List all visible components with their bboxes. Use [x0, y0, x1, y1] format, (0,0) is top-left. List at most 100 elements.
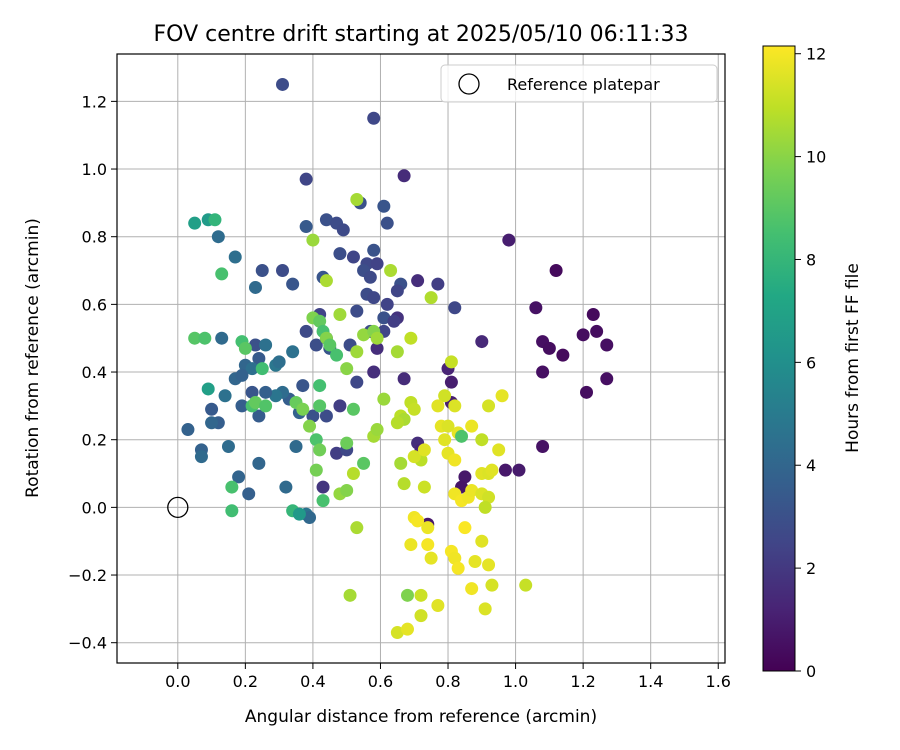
data-point: [590, 324, 604, 338]
x-tick-label: 0.2: [233, 672, 258, 691]
data-point: [444, 375, 458, 389]
data-point: [313, 399, 327, 413]
data-point: [225, 480, 239, 494]
data-point: [390, 284, 404, 298]
data-point: [542, 341, 556, 355]
data-point: [421, 521, 435, 535]
data-point: [340, 362, 354, 376]
data-point: [417, 480, 431, 494]
x-axis-label: Angular distance from reference (arcmin): [245, 707, 597, 727]
data-point: [248, 338, 262, 352]
data-point: [289, 439, 303, 453]
data-point: [205, 402, 219, 416]
data-point: [330, 446, 344, 460]
y-tick-label: 0.8: [82, 228, 107, 247]
data-point: [478, 500, 492, 514]
x-tick-label: 0.4: [300, 672, 325, 691]
y-axis-label: Rotation from reference (arcmin): [23, 218, 43, 498]
data-point: [417, 443, 431, 457]
data-point: [380, 216, 394, 230]
data-point: [235, 399, 249, 413]
data-point: [600, 338, 614, 352]
data-point: [492, 443, 506, 457]
data-point: [390, 345, 404, 359]
y-tick-label: 0.0: [82, 498, 107, 517]
data-point: [316, 480, 330, 494]
data-point: [397, 169, 411, 183]
chart-title: FOV centre drift starting at 2025/05/10 …: [154, 22, 689, 47]
data-point: [357, 456, 371, 470]
data-point: [252, 456, 266, 470]
data-point: [279, 480, 293, 494]
data-point: [228, 250, 242, 264]
data-point: [255, 362, 269, 376]
data-point: [448, 301, 462, 315]
data-point: [259, 338, 273, 352]
y-tick-label: 0.4: [82, 363, 107, 382]
colorbar-label: Hours from first FF file: [843, 263, 863, 453]
data-point: [205, 416, 219, 430]
data-point: [458, 470, 472, 484]
colorbar-tick-label: 8: [806, 250, 816, 269]
data-point: [475, 433, 489, 447]
x-tick-label: 0.0: [165, 672, 190, 691]
data-point: [208, 213, 222, 227]
data-point: [377, 392, 391, 406]
data-point: [313, 379, 327, 393]
data-point: [299, 324, 313, 338]
data-point: [330, 348, 344, 362]
data-point: [211, 230, 225, 244]
data-point: [276, 264, 290, 278]
data-point: [475, 335, 489, 349]
data-point: [580, 385, 594, 399]
data-point: [194, 450, 208, 464]
data-point: [482, 558, 496, 572]
colorbar-tick-label: 2: [806, 559, 816, 578]
data-point: [333, 308, 347, 322]
data-point: [441, 419, 455, 433]
colorbar-tick-label: 0: [806, 662, 816, 681]
data-point: [444, 355, 458, 369]
data-point: [296, 379, 310, 393]
data-point: [235, 368, 249, 382]
data-point: [333, 247, 347, 261]
data-point: [414, 588, 428, 602]
data-point: [370, 423, 384, 437]
data-point: [455, 429, 469, 443]
data-point: [313, 443, 327, 457]
data-point: [465, 419, 479, 433]
data-point: [482, 399, 496, 413]
data-point: [495, 389, 509, 403]
y-tick-label: 0.2: [82, 431, 107, 450]
data-point: [367, 243, 381, 257]
data-point: [306, 409, 320, 423]
grid-lines: [117, 54, 725, 663]
data-point: [458, 521, 472, 535]
data-point: [350, 375, 364, 389]
data-point: [346, 467, 360, 481]
data-point: [363, 270, 377, 284]
y-tick-label: −0.4: [68, 634, 107, 653]
x-tick-label: 1.0: [503, 672, 528, 691]
data-point: [536, 439, 550, 453]
data-point: [215, 267, 229, 281]
data-point: [319, 213, 333, 227]
data-point: [586, 308, 600, 322]
legend-box: [440, 64, 718, 103]
data-point: [370, 257, 384, 271]
data-point: [218, 389, 232, 403]
data-point: [299, 220, 313, 234]
data-point: [350, 521, 364, 535]
data-point: [245, 362, 259, 376]
data-point: [451, 561, 465, 575]
data-point: [414, 609, 428, 623]
x-tick-label: 1.6: [706, 672, 731, 691]
x-tick-label: 0.8: [435, 672, 460, 691]
data-point: [367, 111, 381, 125]
data-point: [319, 274, 333, 288]
data-point: [357, 328, 371, 342]
y-tick-label: 1.0: [82, 160, 107, 179]
data-point: [306, 233, 320, 247]
data-point: [431, 399, 445, 413]
